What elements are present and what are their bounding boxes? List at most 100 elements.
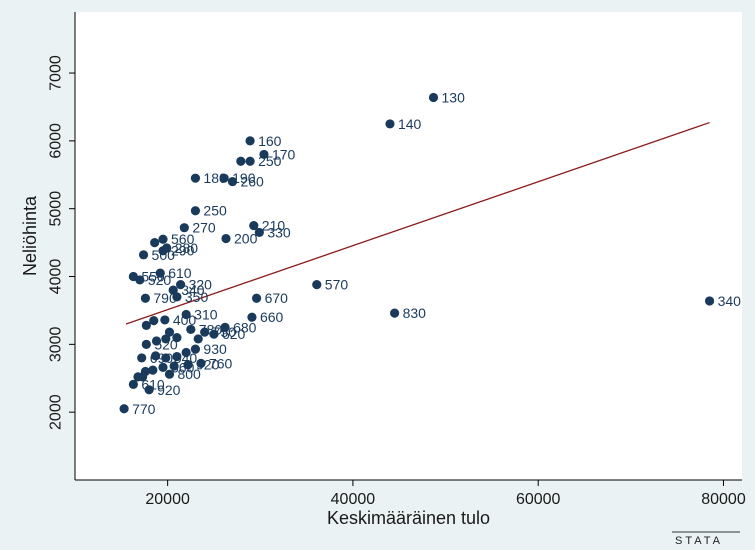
point-label: 200	[234, 231, 258, 247]
data-point	[148, 365, 158, 375]
point-label: 770	[132, 401, 156, 417]
y-tick-label: 2000	[48, 394, 65, 430]
data-point	[190, 344, 201, 354]
point-label: 680	[233, 319, 257, 335]
data-point	[158, 234, 168, 244]
point-label: 330	[267, 224, 291, 240]
data-point	[133, 372, 143, 382]
data-point	[150, 238, 160, 248]
data-point	[259, 149, 269, 160]
data-point	[428, 92, 439, 103]
data-point	[149, 316, 159, 326]
data-point	[179, 223, 189, 233]
point-label: 800	[177, 366, 201, 382]
y-tick-label: 4000	[48, 259, 65, 295]
data-point	[190, 173, 201, 183]
point-label: 400	[173, 312, 197, 328]
point-label: 660	[260, 309, 284, 325]
data-point	[141, 339, 151, 349]
point-label: 340	[718, 293, 742, 309]
point-label: 930	[203, 341, 227, 357]
y-tick-label: 6000	[48, 123, 65, 159]
point-label: 290	[171, 243, 195, 259]
data-point	[135, 275, 145, 285]
data-point	[193, 334, 203, 344]
point-label: 610	[168, 265, 192, 281]
data-point	[181, 347, 191, 358]
data-point	[144, 385, 154, 395]
point-label: 670	[265, 290, 289, 306]
data-point	[219, 173, 229, 183]
point-label: 830	[403, 305, 427, 321]
data-point	[172, 332, 182, 343]
data-point	[169, 361, 179, 371]
data-point	[161, 334, 171, 344]
x-tick-label: 60000	[516, 491, 561, 508]
point-label: 690	[150, 350, 174, 366]
data-point	[220, 322, 230, 332]
point-label: 920	[157, 382, 181, 398]
data-point	[236, 156, 246, 166]
data-point	[209, 329, 219, 339]
data-point	[385, 119, 395, 129]
data-point	[164, 327, 175, 337]
fit-line	[125, 121, 710, 325]
stata-logo: STATA	[672, 531, 740, 547]
axes-layer: 20000 40000 60000 80000 2000 3000 4000 5000 6000…	[48, 12, 746, 508]
point-label: 280	[175, 240, 199, 256]
point-label: 920	[196, 357, 220, 373]
data-point	[158, 246, 168, 256]
y-tick-label: 7000	[48, 55, 65, 91]
data-point	[181, 309, 191, 320]
point-label: 570	[325, 277, 349, 293]
y-tick-label: 5000	[48, 191, 65, 227]
data-point	[160, 315, 170, 325]
x-tick-label: 40000	[331, 491, 376, 508]
data-point	[247, 312, 257, 322]
point-label: 750	[213, 324, 237, 340]
data-point	[168, 285, 178, 295]
point-label: 660	[171, 359, 195, 375]
data-point	[190, 206, 201, 216]
stata-logo-text: STATA	[675, 535, 723, 547]
point-label: 560	[171, 231, 195, 247]
data-point	[176, 280, 186, 290]
plot-area	[75, 12, 742, 480]
data-point	[390, 308, 400, 318]
point-label: 520	[154, 336, 178, 352]
data-point	[151, 336, 162, 346]
data-point	[254, 227, 264, 238]
point-label: 760	[209, 355, 233, 371]
point-label: 170	[272, 146, 296, 162]
point-label: 790	[153, 290, 177, 306]
data-point	[138, 250, 149, 260]
data-point	[183, 360, 193, 370]
data-point	[164, 369, 175, 379]
data-point	[141, 320, 151, 330]
data-point	[128, 379, 138, 389]
y-tick-label: 3000	[48, 326, 65, 362]
point-label: 210	[262, 218, 286, 234]
data-point	[186, 324, 196, 335]
data-point	[704, 296, 715, 306]
point-label: 250	[203, 203, 227, 219]
point-label: 520	[148, 272, 172, 288]
data-point	[245, 156, 255, 166]
data-point	[155, 268, 165, 278]
x-tick-label: 20000	[145, 491, 190, 508]
point-label: 130	[442, 89, 466, 105]
data-point	[312, 280, 322, 290]
data-point	[172, 351, 182, 362]
data-point	[249, 221, 259, 231]
point-label: 180	[203, 170, 227, 186]
x-tick-label: 80000	[701, 491, 746, 508]
fit-line-layer	[125, 121, 710, 325]
data-point	[227, 176, 238, 187]
data-point	[200, 327, 210, 337]
point-label: 350	[185, 289, 209, 305]
point-label: 260	[240, 174, 264, 190]
data-point	[137, 353, 147, 363]
